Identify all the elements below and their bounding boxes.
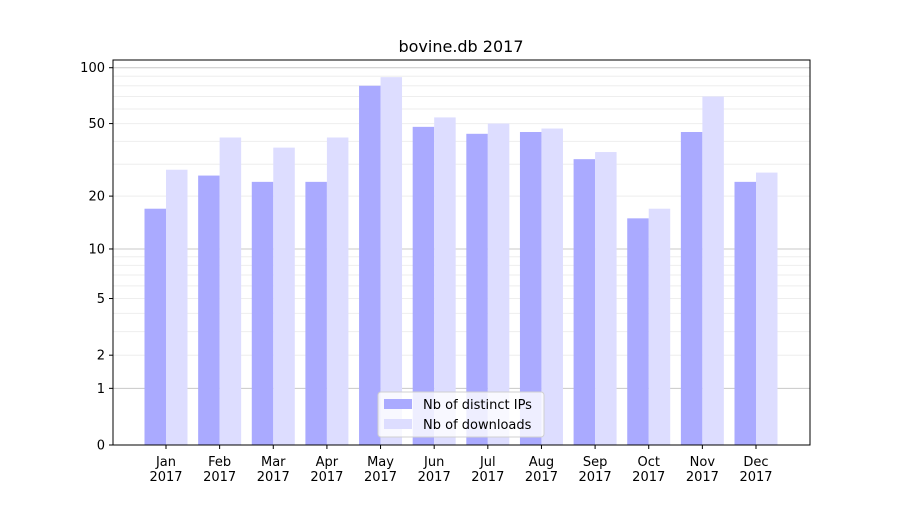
y-tick-label: 10: [88, 242, 105, 257]
bar-ips: [627, 218, 649, 445]
bar-downloads: [166, 169, 188, 445]
bar-downloads: [756, 172, 778, 445]
bar-ips: [466, 133, 488, 445]
x-tick-label: May 2017: [364, 455, 397, 485]
x-tick-label: Oct 2017: [632, 455, 665, 485]
bar-downloads: [595, 152, 617, 445]
bar-downloads: [326, 137, 349, 446]
y-tick-label: 0: [97, 439, 105, 454]
bar-ips: [412, 126, 435, 445]
x-tick-label: Dec 2017: [739, 455, 772, 485]
bar-downloads: [219, 137, 242, 446]
bar-downloads: [648, 208, 671, 445]
bar-ips: [359, 85, 381, 445]
y-tick-label: 50: [88, 117, 105, 132]
bar-ips: [573, 159, 596, 445]
bar-ips: [734, 181, 756, 446]
y-tick-label: 2: [97, 349, 105, 364]
legend-swatch: [384, 419, 412, 429]
bar-ips: [680, 132, 703, 445]
bar-downloads: [380, 77, 403, 445]
bar-downloads: [273, 147, 295, 445]
x-tick-label: Feb 2017: [203, 455, 236, 485]
x-tick-label: Apr 2017: [310, 455, 343, 485]
y-tick-label: 1: [97, 382, 105, 397]
y-tick-label: 5: [97, 292, 105, 307]
x-tick-label: Jun 2017: [418, 455, 451, 485]
bar-ips: [305, 181, 327, 446]
x-tick-label: Jan 2017: [149, 455, 182, 485]
legend-label: Nb of downloads: [423, 418, 532, 433]
x-tick-label: Aug 2017: [525, 455, 558, 485]
x-tick-label: Nov 2017: [686, 455, 719, 485]
legend-swatch: [384, 399, 412, 409]
plot-frame: [112, 59, 811, 446]
y-tick-label: 100: [80, 61, 105, 76]
x-tick-label: Sep 2017: [579, 455, 612, 485]
legend-label: Nb of distinct IPs: [423, 398, 532, 413]
legend: Nb of distinct IPs Nb of downloads: [377, 391, 545, 438]
legend-box: [377, 391, 545, 438]
bar-ips: [519, 132, 542, 445]
bar-ips: [251, 181, 274, 446]
chart-title: bovine.db 2017: [398, 37, 523, 56]
bar-ips: [144, 208, 166, 445]
y-tick-label: 20: [88, 190, 105, 205]
bar-downloads: [541, 128, 563, 445]
x-tick-label: Jul 2017: [471, 455, 504, 485]
bar-ips: [198, 175, 220, 445]
bar-downloads: [702, 96, 724, 445]
bar-downloads: [434, 117, 456, 446]
x-tick-label: Mar 2017: [257, 455, 290, 485]
bar-downloads: [487, 123, 510, 446]
